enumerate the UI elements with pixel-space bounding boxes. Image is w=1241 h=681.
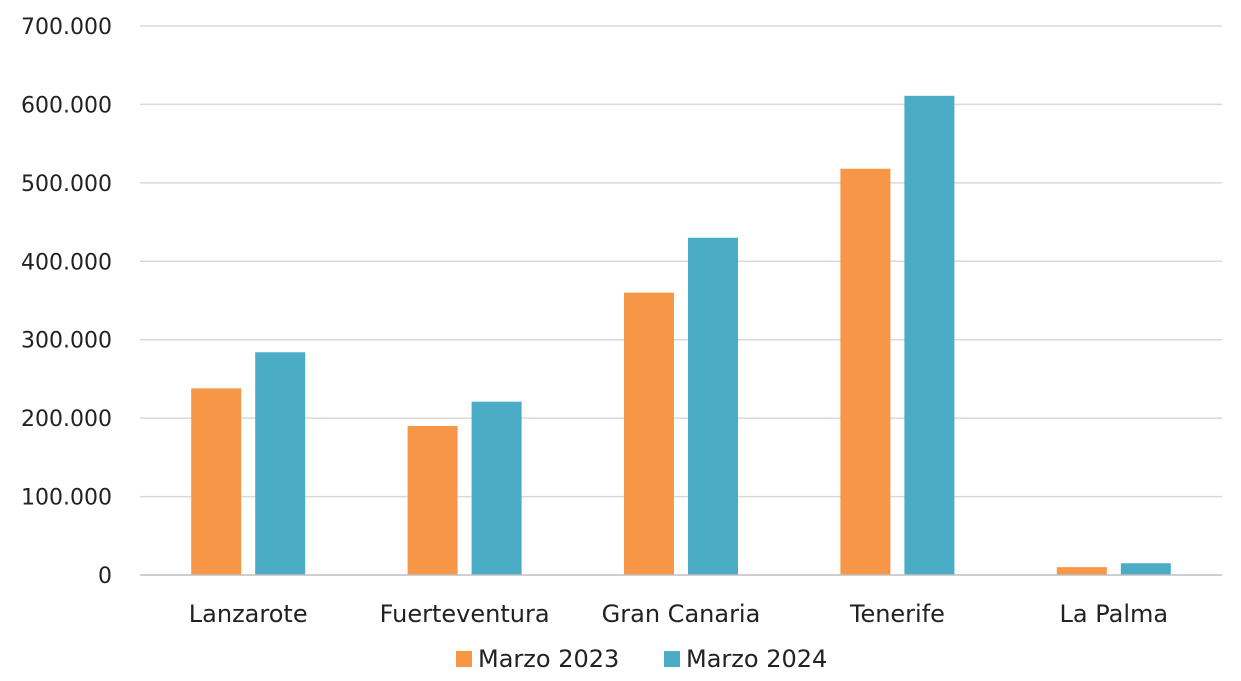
y-tick-label: 500.000: [21, 172, 112, 197]
legend-swatch: [664, 651, 680, 667]
x-tick-label: Gran Canaria: [602, 600, 761, 628]
legend-swatch: [456, 651, 472, 667]
y-axis-tick-labels: 0 100.000 200.000 300.000 400.000 500.000 600.…: [21, 15, 112, 589]
bar: [840, 168, 891, 576]
bar: [471, 401, 522, 575]
legend-label: Marzo 2023: [478, 645, 619, 673]
bar: [255, 352, 306, 575]
bar: [407, 425, 458, 575]
bar: [624, 292, 674, 575]
x-tick-label: Lanzarote: [189, 600, 308, 628]
y-tick-label: 0: [98, 564, 112, 589]
y-tick-label: 200.000: [21, 407, 112, 432]
bar: [1056, 567, 1107, 575]
x-axis-category-labels: Lanzarote Fuerteventura Gran Canaria Teneri…: [189, 600, 1168, 628]
x-tick-label: Fuerteventura: [380, 600, 550, 628]
x-tick-label: La Palma: [1060, 600, 1169, 628]
x-tick-label: Tenerife: [849, 600, 945, 628]
gridlines: [140, 25, 1222, 498]
legend-label: Marzo 2024: [686, 645, 827, 673]
legend: Marzo 2023 Marzo 2024: [456, 645, 827, 673]
y-tick-label: 700.000: [21, 15, 112, 40]
y-tick-label: 400.000: [21, 250, 112, 275]
bar: [191, 388, 242, 575]
y-tick-label: 300.000: [21, 329, 112, 354]
bar: [1120, 563, 1171, 575]
bar: [688, 237, 738, 575]
bars: [191, 95, 1171, 576]
y-tick-label: 600.000: [21, 93, 112, 118]
bar: [904, 95, 955, 576]
y-tick-label: 100.000: [21, 486, 112, 511]
